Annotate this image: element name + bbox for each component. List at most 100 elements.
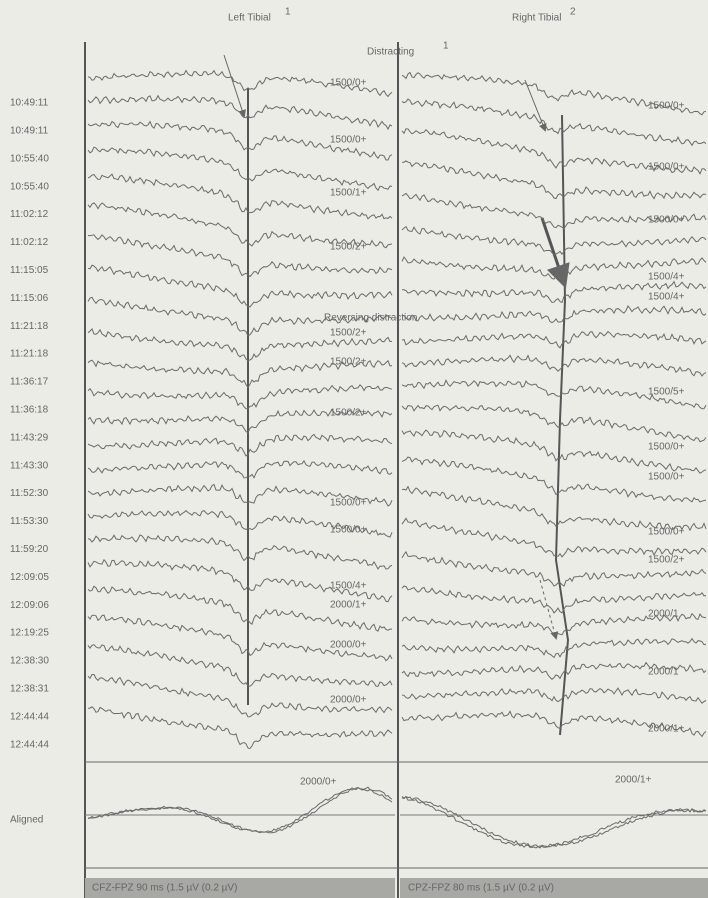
time-label: 11:15:05	[10, 265, 49, 276]
distracting-label: Distracting	[367, 47, 414, 58]
waveform	[87, 234, 393, 278]
arrow	[539, 579, 559, 640]
left-title: Left Tibial	[228, 13, 271, 24]
waveform	[87, 264, 393, 308]
waveform	[401, 517, 707, 558]
trace-label: 1500/0+	[648, 101, 685, 112]
time-label: 11:02:12	[10, 209, 49, 220]
waveform	[87, 644, 393, 687]
time-label: 11:43:30	[10, 460, 49, 471]
waveform	[401, 71, 707, 116]
trace-label: 1500/0+	[648, 215, 685, 226]
waveform	[87, 120, 393, 161]
right-title: Right Tibial	[512, 13, 561, 24]
waveform	[401, 687, 707, 704]
time-label: 10:49:11	[10, 98, 49, 109]
waveform	[87, 614, 393, 662]
time-label: 12:09:05	[10, 572, 49, 583]
trace-label: 1500/4+	[648, 272, 685, 283]
footer-right: CPZ-FPZ 80 ms (1.5 µV (0.2 µV)	[408, 883, 554, 894]
waveform	[87, 483, 393, 507]
time-label: 11:52:30	[10, 488, 49, 499]
arrow	[223, 54, 246, 118]
waveform	[401, 485, 707, 532]
time-label: 12:19:25	[10, 628, 49, 639]
footer-bar	[400, 878, 708, 898]
trace-label: 1500/4+	[330, 581, 367, 592]
waveform	[401, 98, 707, 147]
trace-label: 1500/0+	[648, 472, 685, 483]
trace-label: 1500/2+	[330, 242, 367, 253]
waveform	[87, 706, 393, 750]
aligned-waveform	[401, 796, 706, 849]
trace-label: 2000/0+	[330, 695, 367, 706]
trace-label: 1500/2+	[648, 555, 685, 566]
footer-bar	[85, 878, 395, 898]
trace-label: 1500/0+	[648, 527, 685, 538]
time-label: 11:21:18	[10, 349, 49, 360]
distracting-sup: 1	[443, 41, 449, 52]
trace-label: 2000/1+	[330, 600, 367, 611]
waveform	[87, 459, 393, 479]
waveform	[87, 433, 393, 457]
waveform	[87, 558, 393, 603]
time-label: 11:21:18	[10, 321, 49, 332]
waveform	[401, 429, 707, 474]
trace-label: 1500/0+	[330, 498, 367, 509]
waveform	[401, 550, 707, 587]
waveform	[401, 637, 707, 659]
waveform	[401, 612, 707, 636]
aligned-right-label: 2000/1+	[615, 775, 652, 786]
waveform	[401, 305, 707, 324]
time-label: 11:02:12	[10, 237, 49, 248]
waveform	[401, 404, 707, 443]
waveform	[87, 296, 393, 337]
trace-label: 1500/0+	[330, 135, 367, 146]
trace-label: 1500/2+	[330, 328, 367, 339]
aligned-waveform	[87, 787, 393, 834]
time-label: 11:15:06	[10, 293, 49, 304]
time-label: 10:55:40	[10, 181, 49, 192]
trace-label: 2000/1+	[648, 724, 685, 735]
trace-label: 1500/2+	[330, 408, 367, 419]
time-label: 11:36:18	[10, 405, 49, 416]
trace-label: 1500/5+	[648, 387, 685, 398]
right-title-sup: 2	[570, 7, 576, 18]
waveform	[401, 354, 707, 377]
waveform	[401, 128, 707, 175]
time-label: 12:38:31	[10, 684, 49, 695]
arrow	[524, 79, 547, 132]
waveform	[402, 160, 707, 200]
time-label: 12:38:30	[10, 656, 49, 667]
waveform	[87, 408, 393, 434]
waveform	[401, 456, 707, 503]
aligned-waveform	[401, 795, 707, 848]
trace-label: 2000/1	[648, 667, 679, 678]
waveform	[401, 225, 707, 256]
left-title-sup: 1	[285, 7, 291, 18]
waveform	[401, 280, 707, 304]
waveform	[87, 585, 392, 632]
arrow	[540, 217, 570, 289]
waveform	[87, 674, 393, 718]
waveform	[87, 534, 393, 570]
waveform	[87, 327, 393, 362]
trace-label: 1500/0+	[648, 162, 685, 173]
waveform	[87, 146, 393, 192]
waveform	[401, 256, 707, 281]
footer-left: CFZ-FPZ 90 ms (1.5 µV (0.2 µV)	[92, 883, 237, 894]
waveform	[87, 202, 393, 249]
time-label: 11:59:20	[10, 544, 49, 555]
trace-label: 2000/0+	[330, 640, 367, 651]
trace-label: 1500/4+	[648, 292, 685, 303]
waveform	[87, 384, 393, 410]
waveform	[401, 710, 707, 738]
trace-label: 1500/0+	[330, 525, 367, 536]
waveform	[87, 173, 393, 220]
trace-label: 1500/1+	[330, 188, 367, 199]
waveform	[87, 94, 393, 131]
aligned-label: Aligned	[10, 815, 43, 826]
